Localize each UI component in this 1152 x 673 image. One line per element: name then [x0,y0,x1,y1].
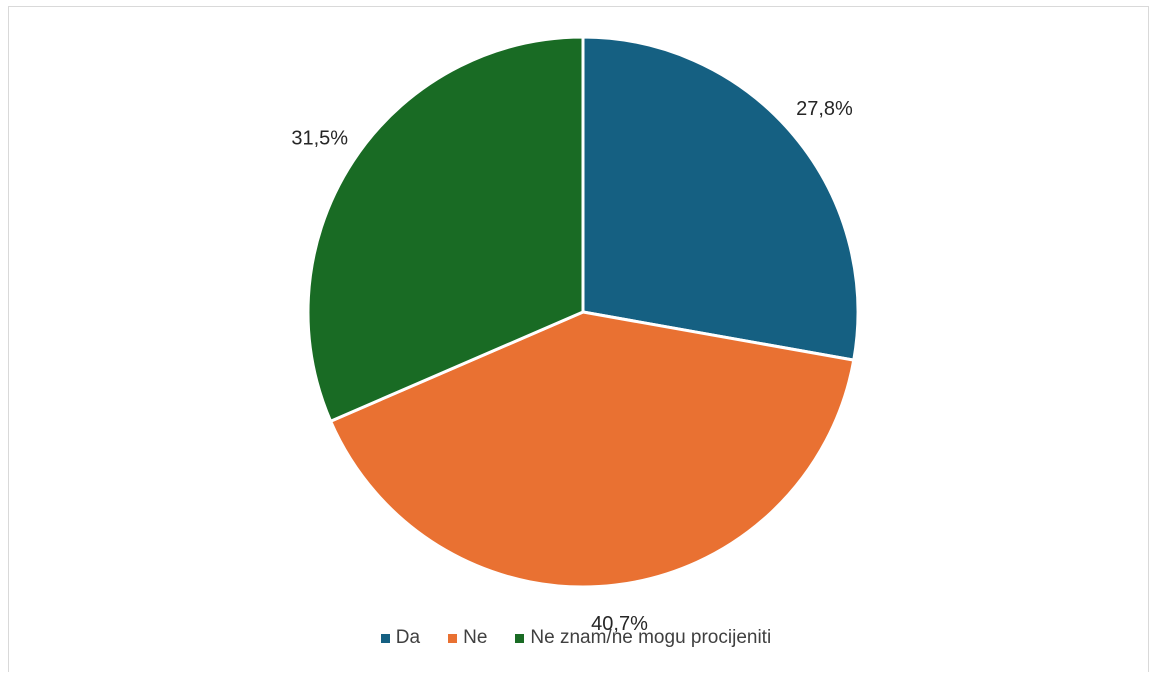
pie-slice-da [581,35,860,362]
legend-label-ne-znam: Ne znam/ne mogu procijeniti [530,627,772,648]
legend-item-ne-znam: Ne znam/ne mogu procijeniti [515,627,771,649]
pie-data-labels: 27,8% 40,7% 31,5% [291,98,853,635]
pie-slice-ne [329,310,856,589]
legend-item-da: Da [380,627,421,649]
data-label-da: 27,8% [796,98,853,120]
legend-item-ne: Ne [448,627,487,649]
data-label-ne-znam: 31,5% [291,127,348,149]
legend: Da Ne Ne znam/ne mogu procijeniti [0,627,1152,649]
legend-label-ne: Ne [463,627,488,648]
pie-slices [306,35,860,589]
legend-label-da: Da [395,627,421,648]
legend-swatch-ne-znam [515,633,525,643]
legend-swatch-ne [448,633,458,643]
pie-slice-ne-znam [306,35,585,423]
data-label-ne: 40,7% [591,613,648,635]
legend-swatch-da [380,633,390,643]
